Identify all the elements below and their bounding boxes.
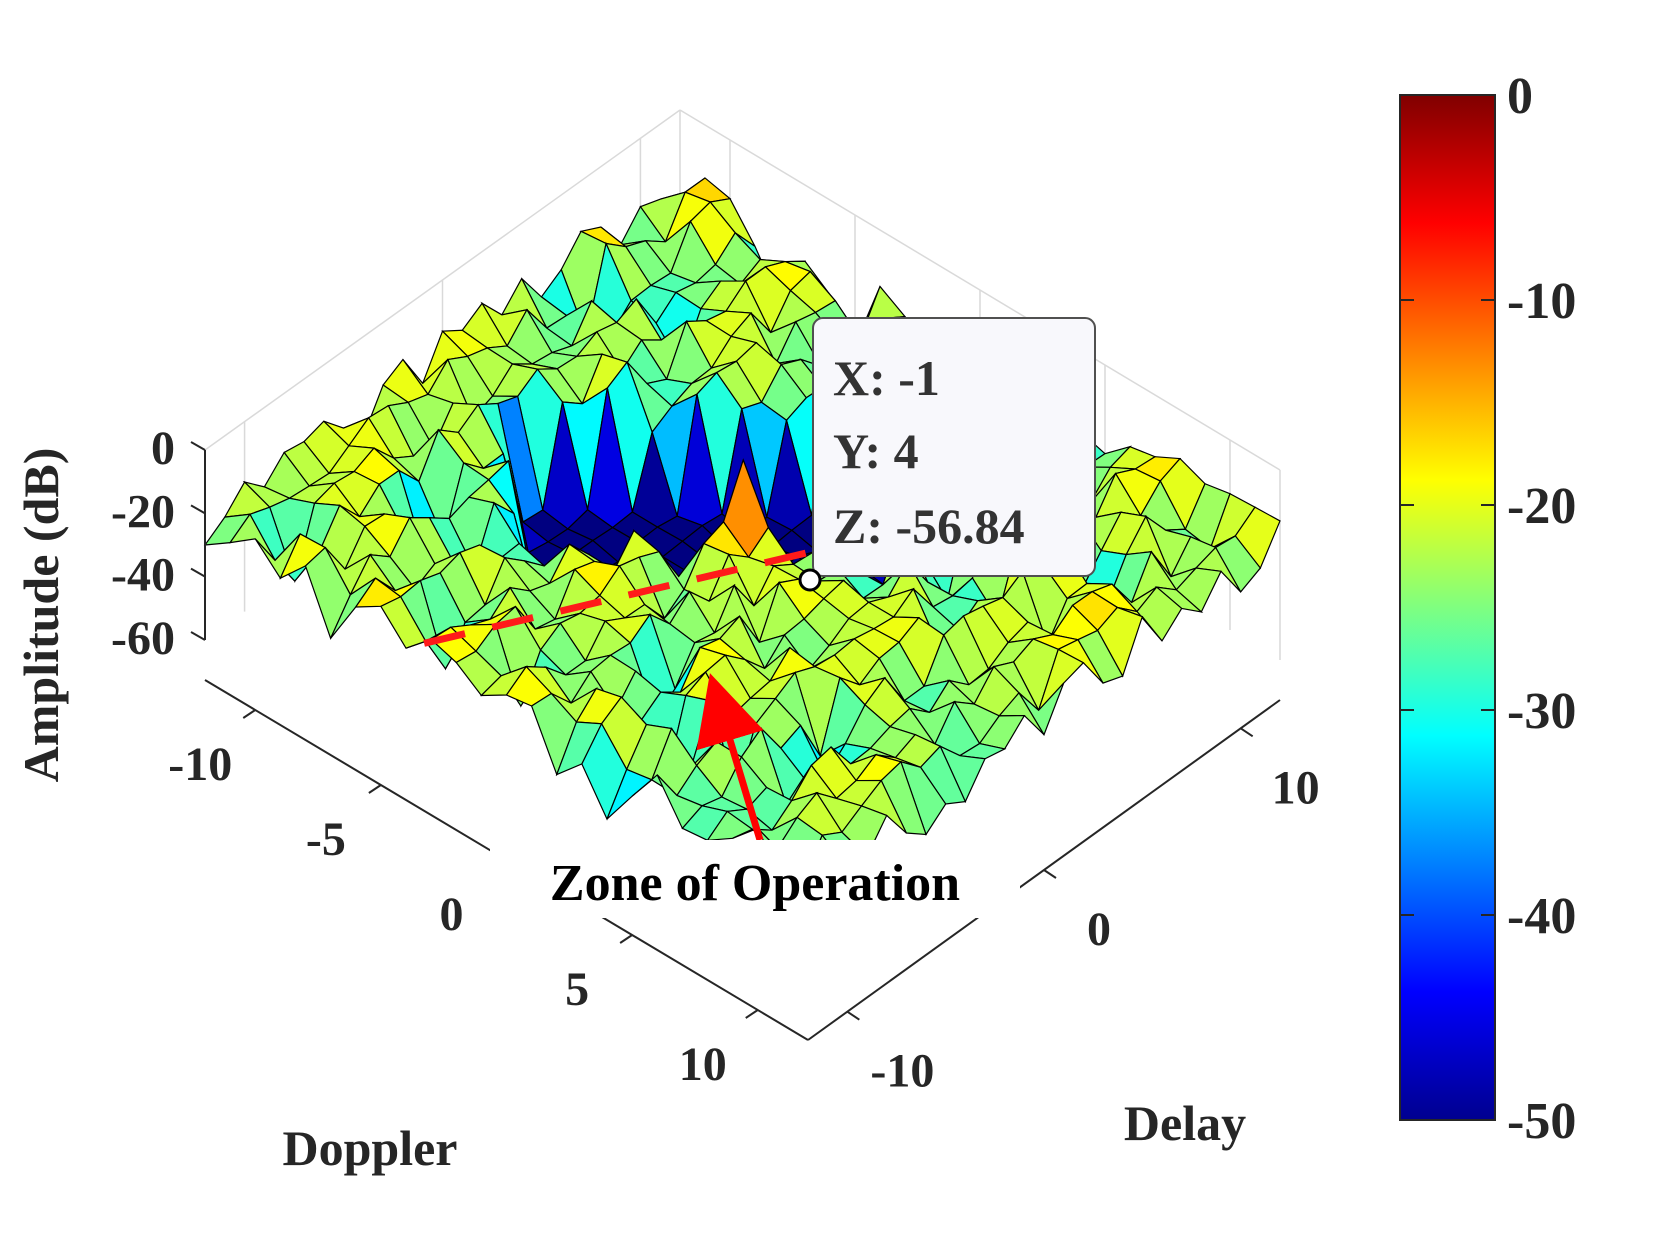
- colorbar-tick-label: 0: [1507, 68, 1533, 125]
- y-axis-label: Delay: [1124, 1095, 1246, 1151]
- colorbar-tick-label: -30: [1507, 683, 1576, 740]
- delay-tick: [1043, 869, 1057, 879]
- colorbar-gradient: [1399, 94, 1496, 1121]
- doppler-tick-label: -5: [306, 813, 346, 866]
- z-tick: [190, 567, 206, 578]
- doppler-tick: [745, 1009, 759, 1019]
- datatip-box: [812, 317, 1096, 577]
- doppler-tick-label: 5: [565, 963, 589, 1016]
- annotation-arrow: [696, 673, 764, 842]
- z-tick-label: -60: [111, 612, 175, 665]
- z-tick: [190, 441, 206, 451]
- datatip[interactable]: X: -1 Y: 4 Z: -56.84: [798, 317, 1096, 592]
- doppler-tick-label: 0: [440, 888, 464, 941]
- colorbar-tick-label: -50: [1507, 1093, 1576, 1150]
- x-axis-label: Doppler: [283, 1120, 458, 1176]
- doppler-tick-label: 10: [679, 1038, 727, 1091]
- z-tick-label: -20: [111, 485, 175, 538]
- delay-tick: [1240, 727, 1254, 738]
- doppler-tick: [619, 934, 633, 944]
- z-tick: [190, 631, 206, 641]
- datatip-x: X: -1: [833, 350, 940, 406]
- datatip-marker: [798, 568, 822, 592]
- datatip-y: Y: 4: [833, 423, 919, 479]
- axis-ticks: -10 -5 0 5 10 -10 0 10 0 -20 -40 -60: [111, 422, 1320, 1098]
- z-axis-label: Amplitude (dB): [13, 448, 69, 783]
- colorbar-tick-label: -40: [1507, 888, 1576, 945]
- delay-tick-label: 0: [1087, 903, 1111, 956]
- delay-tick: [846, 1010, 860, 1021]
- delay-tick-label: 10: [1272, 761, 1320, 814]
- doppler-tick: [242, 709, 256, 719]
- annotation-backdrop: [490, 840, 1020, 918]
- annotation-label: Zone of Operation: [550, 855, 960, 912]
- colorbar-tick-label: -20: [1507, 478, 1576, 535]
- colorbar-tick-label: -10: [1507, 273, 1576, 330]
- colorbar-ticks: 0 -10 -20 -30 -40 -50: [1400, 68, 1576, 1150]
- z-tick-label: 0: [151, 422, 175, 475]
- z-tick: [190, 504, 206, 515]
- doppler-tick: [368, 784, 382, 794]
- z-tick-label: -40: [111, 549, 175, 602]
- colorbar: 0 -10 -20 -30 -40 -50: [1399, 68, 1576, 1150]
- delay-tick-label: -10: [870, 1045, 934, 1098]
- doppler-tick-label: -10: [168, 738, 232, 791]
- datatip-z: Z: -56.84: [833, 498, 1025, 554]
